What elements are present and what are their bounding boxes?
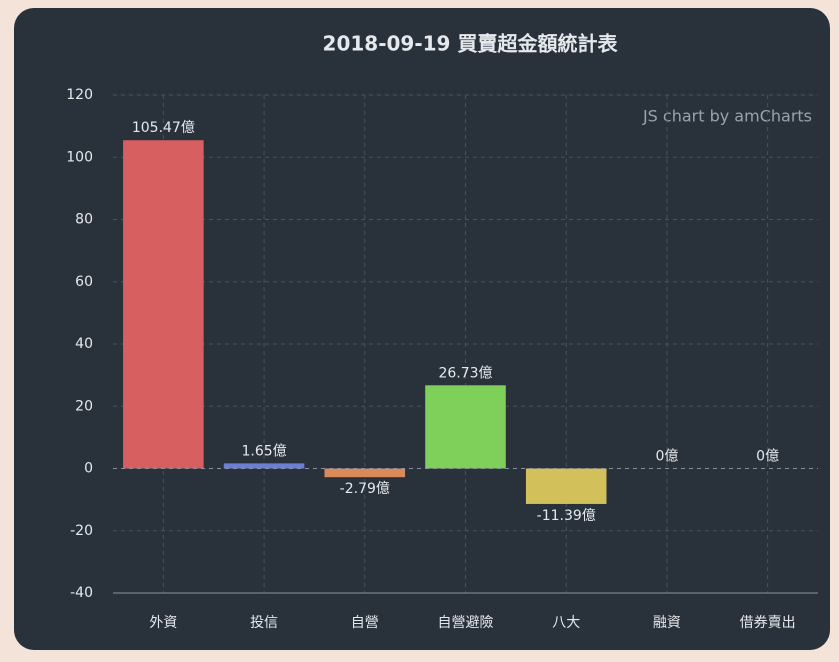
y-tick-label: 0	[84, 461, 93, 477]
bar	[324, 468, 406, 478]
credit: JS chart by amCharts	[642, 107, 812, 126]
x-tick-label: 自營避險	[438, 615, 494, 631]
value-label: 26.73億	[438, 365, 492, 381]
chart-title: 2018-09-19 買賣超金額統計表	[323, 32, 619, 56]
y-tick-label: 20	[75, 398, 93, 414]
panel	[14, 8, 830, 650]
y-tick-label: 40	[75, 336, 93, 352]
y-tick-label: -20	[70, 523, 93, 539]
bar	[123, 140, 204, 469]
x-tick-label: 借券賣出	[740, 615, 796, 631]
x-tick-label: 八大	[552, 615, 580, 631]
value-label: -11.39億	[537, 508, 596, 524]
y-tick-label: -40	[70, 585, 93, 601]
bar	[425, 385, 506, 469]
value-label: 0億	[756, 449, 779, 465]
y-tick-label: 100	[66, 149, 93, 165]
x-tick-label: 外資	[149, 615, 177, 631]
bar	[525, 468, 607, 504]
y-tick-label: 80	[75, 212, 93, 228]
x-tick-label: 融資	[653, 615, 681, 631]
value-label: 105.47億	[132, 120, 195, 136]
x-tick-label: 投信	[250, 615, 278, 631]
value-label: -2.79億	[340, 481, 390, 497]
value-label: 1.65億	[241, 443, 286, 459]
y-tick-label: 60	[75, 274, 93, 290]
bar	[223, 463, 305, 469]
y-tick-label: 120	[66, 87, 93, 103]
x-tick-label: 自營	[351, 615, 379, 631]
value-label: 0億	[655, 449, 678, 465]
